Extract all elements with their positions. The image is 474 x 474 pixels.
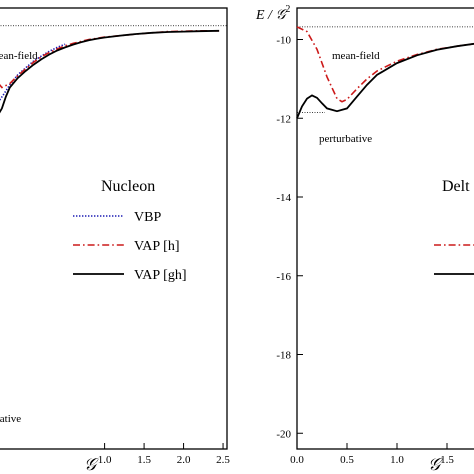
right-x-axis-label: 𝒢 [428, 455, 443, 474]
right-x-tick-label: 1.0 [390, 454, 404, 466]
right-perturbative-label: perturbative [319, 133, 372, 145]
legend: VBP VAP [h] VAP [gh] [73, 210, 187, 283]
left-mean-field-label: mean-field [0, 50, 38, 62]
left-series-vbp [0, 43, 66, 102]
right-x-tick-label: 0.5 [340, 454, 354, 466]
left-x-axis-label: 𝒢 [84, 455, 99, 474]
left-panel: 1.0 1.5 2.0 2.5 mean-field perturbative Nuc… [0, 7, 230, 474]
right-x-tick-label: 0.0 [290, 454, 304, 466]
left-series-vap-gh [0, 29, 220, 114]
right-panel: 0.0 0.5 1.0 1.5 -10 -12 -14 -16 -18 -20 E / 𝒢2 me… [255, 4, 474, 474]
right-series-group [296, 26, 474, 119]
left-plot-frame [0, 7, 228, 450]
right-y-tick-label: -12 [276, 113, 291, 125]
left-x-tick-label: 1.0 [98, 454, 112, 466]
legend-label: VBP [134, 210, 161, 225]
right-y-axis-label: E / 𝒢2 [255, 4, 290, 23]
right-legend [434, 244, 474, 275]
right-axes-ticks: 0.0 0.5 1.0 1.5 -10 -12 -14 -16 -18 -20 [276, 35, 454, 467]
right-mean-field-label: mean-field [332, 50, 380, 62]
left-x-tick-label: 2.0 [177, 454, 191, 466]
right-y-tick-label: -16 [276, 271, 291, 283]
right-y-tick-label: -14 [276, 192, 291, 204]
right-y-axis-label-main: E / 𝒢 [255, 8, 287, 23]
right-plot-frame [296, 7, 474, 450]
left-x-tick-label: 1.5 [137, 454, 151, 466]
left-x-tick-label: 2.5 [216, 454, 230, 466]
right-y-tick-label: -18 [276, 350, 291, 362]
right-series-vap-h [296, 26, 474, 103]
legend-label: VAP [gh] [134, 268, 187, 283]
right-x-tick-label: 1.5 [440, 454, 454, 466]
right-panel-title: Delt [442, 178, 470, 195]
left-x-axis: 1.0 1.5 2.0 2.5 [98, 443, 230, 466]
left-panel-title: Nucleon [101, 178, 155, 195]
left-series-group [0, 25, 227, 114]
legend-label: VAP [h] [134, 239, 180, 254]
left-perturbative-label: perturbative [0, 413, 21, 425]
right-y-axis-label-exponent: 2 [285, 4, 290, 15]
right-series-vap-gh [296, 42, 474, 119]
right-y-tick-label: -20 [276, 428, 291, 440]
right-y-tick-label: -10 [276, 35, 291, 47]
